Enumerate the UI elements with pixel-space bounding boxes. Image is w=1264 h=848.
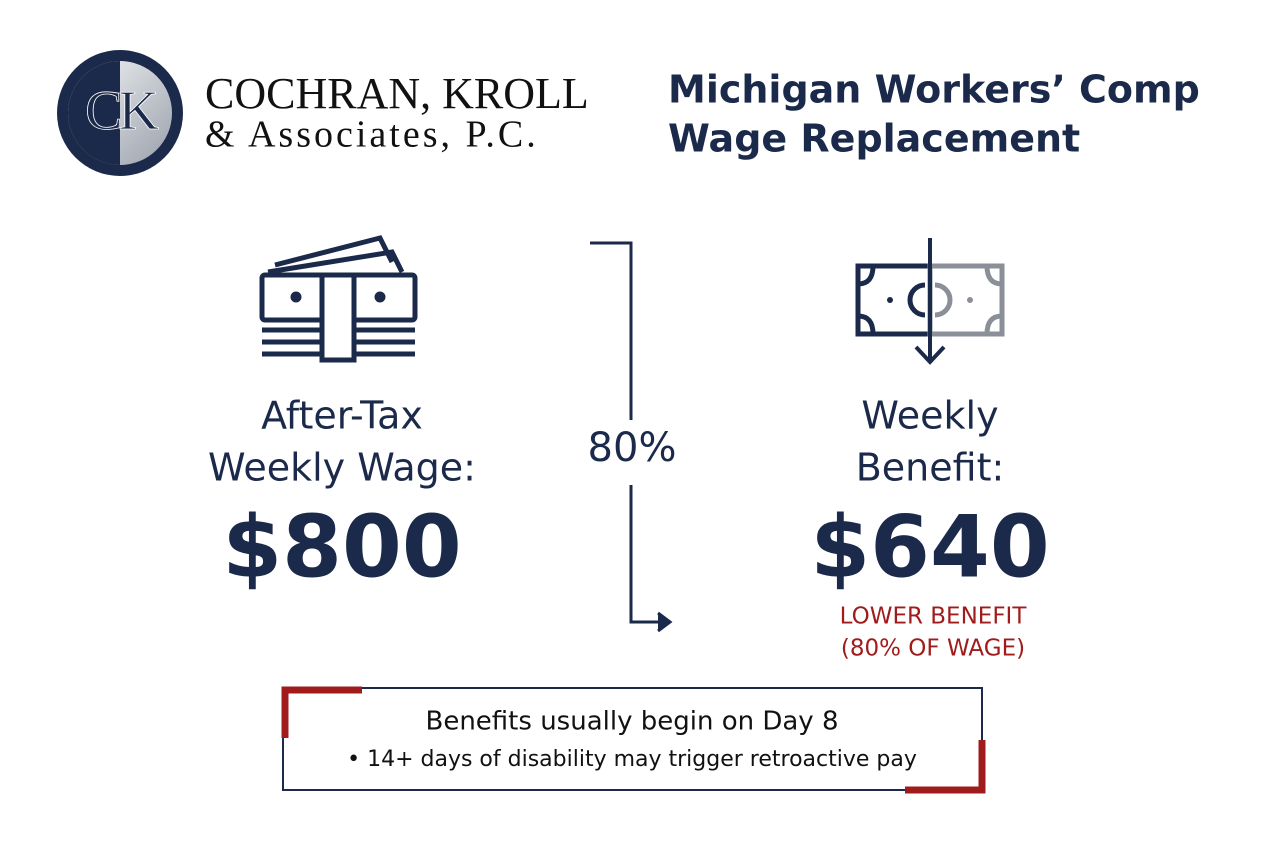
note-heading: Benefits usually begin on Day 8 <box>426 707 839 737</box>
left-label: After-Tax <box>261 394 423 438</box>
benefit-amount: $640 <box>810 497 1049 597</box>
firm-name: & Associates, P.C. <box>205 114 539 156</box>
rate: 80% <box>588 425 677 471</box>
firm-name: COCHRAN, KROLL <box>205 69 589 118</box>
right-label: Benefit: <box>856 446 1005 490</box>
left-label: Weekly Wage: <box>208 446 476 490</box>
cash-icon <box>259 235 418 363</box>
note-bullet: • 14+ days of disability may trigger ret… <box>347 747 917 772</box>
logo: CK COCHRAN, KROLL & Associates, P.C. <box>57 50 589 176</box>
wage-amount: $800 <box>222 497 461 597</box>
benefit-note: (80% OF WAGE) <box>841 636 1025 662</box>
connector-arrow <box>590 241 673 633</box>
title: Wage Replacement <box>668 117 1080 161</box>
right-label: Weekly <box>861 394 998 438</box>
note-box <box>282 687 983 791</box>
title: Michigan Workers’ Comp <box>668 68 1200 112</box>
benefit-note: LOWER BENEFIT <box>840 604 1028 630</box>
corner-accent <box>281 686 362 738</box>
corner-accent <box>905 740 986 794</box>
logo-monogram: CK <box>85 80 158 142</box>
bill-icon <box>855 238 1005 365</box>
